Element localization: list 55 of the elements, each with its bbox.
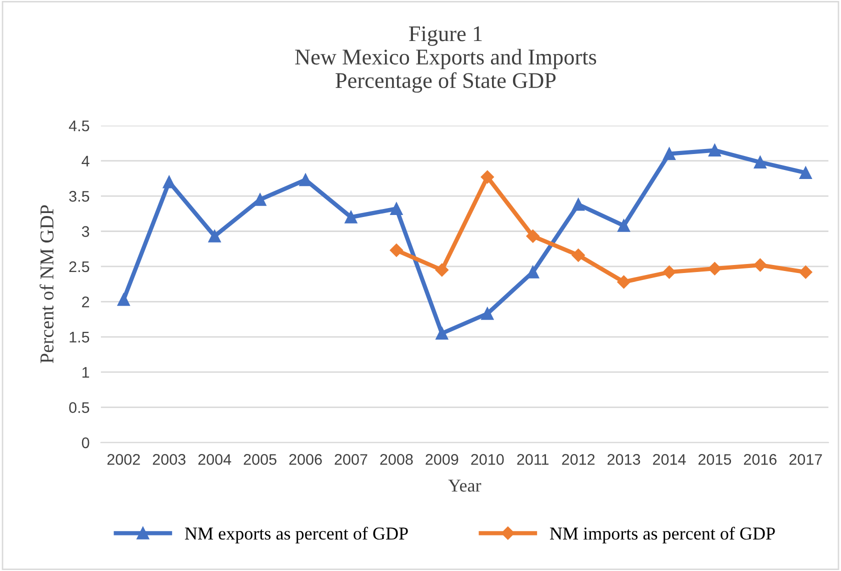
- point: [618, 219, 630, 232]
- x-tick-label: 2017: [789, 454, 822, 465]
- point: [480, 170, 494, 184]
- point: [435, 263, 449, 277]
- point: [299, 174, 312, 186]
- point: [572, 198, 585, 211]
- x-tick-label: 2007: [334, 454, 368, 465]
- x-tick-label: 2012: [562, 454, 595, 465]
- point: [754, 156, 766, 168]
- y-tick-label: 0: [82, 437, 90, 448]
- y-axis-title: Percent of NM GDP: [40, 205, 54, 364]
- point: [799, 266, 812, 279]
- point: [117, 293, 130, 306]
- point: [162, 176, 176, 188]
- y-tick-label: 2: [82, 296, 90, 308]
- legend-label: NM imports as percent of GDP: [550, 526, 775, 544]
- x-tick-label: 2011: [517, 454, 549, 465]
- x-tick-label: 2004: [198, 454, 232, 465]
- y-tick-label: 4: [82, 156, 90, 166]
- point: [436, 327, 448, 340]
- x-tick-label: 2003: [152, 454, 186, 465]
- point: [799, 166, 812, 180]
- point: [617, 275, 630, 289]
- x-tick-label: 2005: [244, 454, 276, 465]
- y-tick-label: 3.5: [69, 190, 90, 202]
- chart-title: Figure 1 New Mexico Exports and Imports Percentage of State GDP: [295, 26, 596, 93]
- x-axis-title: Year: [448, 480, 482, 492]
- point: [390, 202, 403, 215]
- y-tick-label: 1.5: [70, 332, 90, 343]
- x-tick-label: 2014: [653, 454, 686, 465]
- x-tick-label: 2006: [289, 454, 322, 465]
- y-tick-label: 4.5: [68, 120, 90, 132]
- point: [526, 230, 540, 243]
- x-tick-label: 2010: [471, 454, 504, 465]
- point: [344, 210, 358, 224]
- point: [208, 230, 221, 242]
- point: [708, 144, 721, 157]
- x-tick-label: 2009: [426, 454, 458, 465]
- x-tick-label: 2002: [107, 454, 140, 465]
- y-tick-label: 3: [82, 226, 90, 237]
- x-tick-label: 2016: [744, 454, 777, 465]
- y-tick-label: 0.5: [69, 402, 90, 413]
- point: [663, 148, 676, 160]
- x-tick-label: 2015: [698, 454, 732, 465]
- point: [708, 262, 722, 276]
- x-tick-label: 2013: [608, 454, 640, 465]
- x-tick-label: 2008: [380, 454, 413, 465]
- y-tick-label: 2.5: [69, 261, 90, 272]
- legend-label: NM exports as percent of GDP: [184, 526, 408, 544]
- point: [481, 307, 494, 320]
- point: [572, 248, 585, 262]
- y-tick-label: 1: [82, 367, 90, 378]
- point: [662, 266, 676, 279]
- point: [390, 244, 404, 257]
- point: [754, 258, 767, 272]
